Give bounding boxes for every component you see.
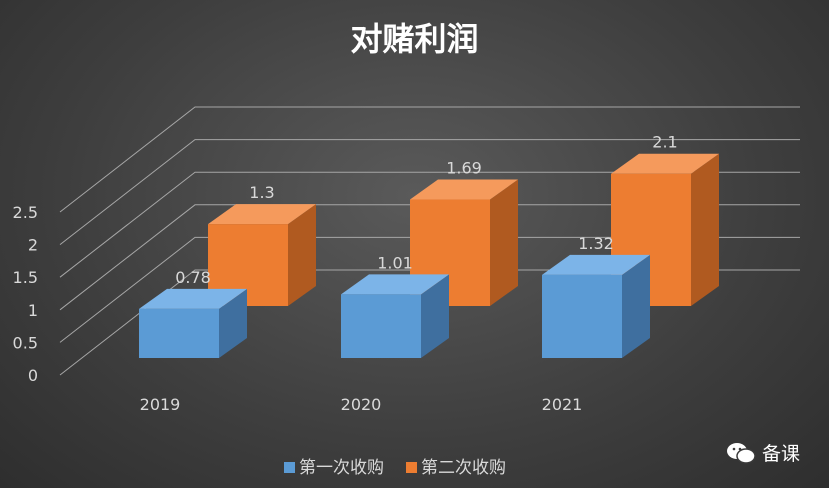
gridline xyxy=(59,204,800,311)
x-tick-label: 2019 xyxy=(140,395,181,414)
x-tick-label: 2020 xyxy=(341,395,382,414)
data-label: 1.69 xyxy=(446,159,482,178)
bar-side xyxy=(622,254,650,358)
bar-top xyxy=(208,204,316,225)
y-tick-label: 0 xyxy=(28,366,38,385)
bar xyxy=(139,308,219,358)
y-tick-label: 0.5 xyxy=(13,333,38,352)
gridline xyxy=(59,236,800,343)
legend-item-series-1: 第一次收购 xyxy=(284,453,384,478)
data-label: 1.3 xyxy=(249,183,274,202)
bar-top xyxy=(611,153,719,174)
bar-side xyxy=(219,288,247,358)
legend-label: 第二次收购 xyxy=(421,458,506,478)
data-label: 2.1 xyxy=(652,133,677,152)
bar-top xyxy=(341,274,449,295)
bar-top xyxy=(139,288,247,309)
y-tick-label: 2.5 xyxy=(13,203,38,222)
bar xyxy=(542,274,622,358)
data-label: 1.32 xyxy=(578,234,614,253)
gridline xyxy=(59,171,800,278)
gridline xyxy=(59,106,800,213)
x-tick-label: 2021 xyxy=(542,395,583,414)
data-label: 0.78 xyxy=(175,268,211,287)
chart-title: 对赌利润 xyxy=(350,20,479,58)
legend-label: 第一次收购 xyxy=(299,458,384,478)
bar-top xyxy=(410,179,518,200)
bar-side xyxy=(288,204,316,306)
bar-side xyxy=(421,274,449,358)
watermark-text: 备课 xyxy=(762,443,801,465)
watermark: 备课 xyxy=(726,439,800,466)
bar xyxy=(341,294,421,358)
gridline xyxy=(59,139,800,245)
bar-side xyxy=(691,153,719,306)
y-tick-label: 1 xyxy=(28,301,38,320)
bar-side xyxy=(490,179,518,306)
data-label: 1.01 xyxy=(377,253,413,272)
legend-item-series-2: 第二次收购 xyxy=(406,453,506,478)
bar-top xyxy=(542,254,650,275)
wechat-icon xyxy=(727,442,756,464)
y-tick-label: 1.5 xyxy=(13,268,38,287)
y-tick-label: 2 xyxy=(28,236,38,255)
legend: 第一次收购 第二次收购 xyxy=(284,453,506,478)
